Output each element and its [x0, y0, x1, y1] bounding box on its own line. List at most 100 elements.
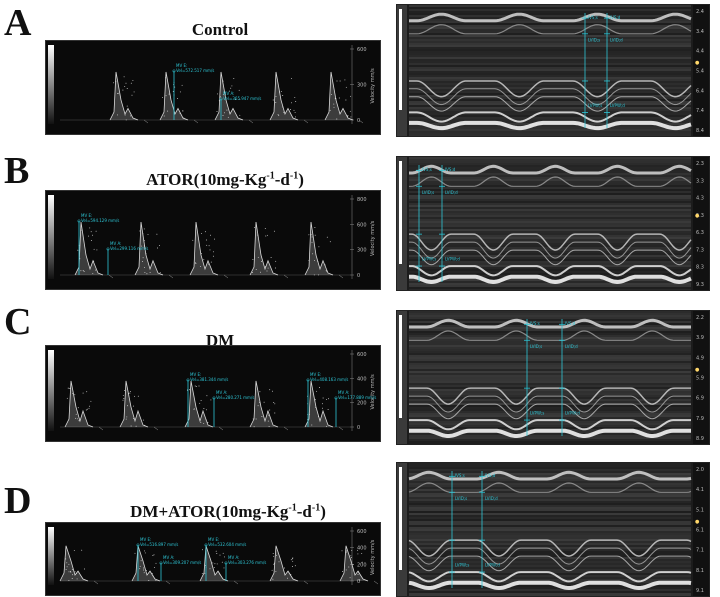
speckle — [166, 95, 167, 96]
lvid-label: LVID;d — [610, 38, 623, 43]
mv-e-value: Vel=594.129 mm/s — [81, 218, 119, 223]
speckle — [177, 98, 178, 99]
speckle — [258, 405, 259, 406]
speckle — [189, 389, 190, 390]
speckle — [239, 115, 240, 116]
speckle — [267, 411, 268, 412]
ivs-label: IVS;s — [588, 15, 598, 20]
speckle — [113, 82, 114, 83]
speckle — [72, 569, 73, 570]
echo-texture — [409, 467, 691, 469]
echo-texture — [409, 537, 691, 539]
echo-texture — [409, 481, 691, 483]
lvid-label: LVID;d — [565, 344, 578, 349]
speckle — [346, 569, 347, 570]
speckle — [315, 407, 316, 408]
echo-texture — [409, 421, 691, 423]
depth-tick-label: 6.9 — [696, 396, 704, 402]
lvpw-label: LVPW;s — [422, 257, 436, 262]
echo-texture — [409, 157, 691, 159]
mmode-echo-b: 2.3 3.3 4.3 5.3 6.3 7.3 8.3 9.3 ● IVS;s LVID;s LVPW… — [396, 156, 710, 291]
speckle — [202, 549, 203, 550]
depth-tick-label: 9.3 — [696, 282, 704, 288]
panel-title-b: ATOR(10mg-Kg-1-d-1) — [110, 170, 340, 190]
echo-texture — [409, 207, 691, 209]
lvid-label: LVID;s — [455, 496, 467, 501]
speckle — [226, 110, 227, 111]
mv-a-value: Vel=299.116 mm/s — [110, 246, 148, 251]
mv-e-value: Vel=532.604 mm/s — [208, 542, 246, 547]
speckle — [273, 564, 274, 565]
echo-texture — [409, 263, 691, 265]
depth-tick-label: 8.4 — [696, 128, 704, 134]
speckle — [156, 563, 157, 564]
speckle — [133, 406, 134, 407]
doppler-wave — [60, 546, 88, 581]
speckle — [115, 81, 116, 82]
speckle — [214, 239, 215, 240]
speckle — [155, 580, 156, 581]
speckle — [220, 96, 221, 97]
echo-texture — [409, 381, 691, 383]
echo-texture — [409, 407, 691, 409]
speckle — [128, 393, 129, 394]
speckle — [144, 572, 145, 573]
echo-texture — [409, 49, 691, 51]
speckle — [317, 261, 318, 262]
speckle — [70, 388, 71, 389]
echo-texture — [409, 35, 691, 37]
speckle — [91, 240, 92, 241]
speckle — [217, 111, 218, 112]
echo-texture — [409, 505, 691, 507]
title-sup: -1 — [266, 170, 274, 181]
speckle — [153, 575, 154, 576]
echo-texture — [409, 109, 691, 111]
depth-tick-label: 7.1 — [696, 548, 704, 554]
echo-texture — [409, 383, 691, 385]
speckle — [86, 391, 87, 392]
depth-tick-label: 3.3 — [696, 178, 704, 184]
speckle — [66, 569, 67, 570]
speckle — [314, 260, 315, 261]
speckle — [253, 418, 254, 419]
echo-texture — [409, 399, 691, 401]
echo-texture — [409, 347, 691, 349]
echo-texture — [409, 363, 691, 365]
speckle — [91, 231, 92, 232]
speckle — [258, 257, 259, 258]
speckle — [358, 572, 359, 573]
speckle — [148, 580, 149, 581]
speckle — [269, 426, 270, 427]
echo-texture — [409, 329, 691, 331]
axis-tick-label: 0 — [357, 273, 360, 279]
depth-tick-label: 7.9 — [696, 416, 704, 422]
speckle — [342, 550, 343, 551]
axis-tick-label: 800 — [357, 197, 367, 203]
speckle — [135, 553, 136, 554]
doppler-wave — [270, 72, 298, 120]
speckle — [211, 262, 212, 263]
ivs-label: IVS;s — [530, 321, 540, 326]
depth-tick-label: 5.9 — [696, 376, 704, 382]
speckle — [256, 419, 257, 420]
speckle — [268, 268, 269, 269]
speckle — [89, 408, 90, 409]
speckle — [276, 96, 277, 97]
focus-marker: ● — [695, 60, 700, 66]
echo-texture — [409, 515, 691, 517]
speckle — [72, 393, 73, 394]
echo-texture — [409, 531, 691, 533]
doppler-trace-a: 600 300 0 Velocity mm/s MV E: Vel=572.517 mm/… — [45, 40, 381, 135]
echo-texture — [409, 415, 691, 417]
speckle — [213, 256, 214, 257]
speckle — [311, 234, 312, 235]
echo-texture — [409, 269, 691, 271]
axis-tick-label: 600 — [357, 222, 367, 228]
speckle — [142, 233, 143, 234]
speckle — [96, 249, 97, 250]
speckle — [254, 227, 255, 228]
speckle — [318, 246, 319, 247]
echo-texture — [409, 43, 691, 45]
speckle — [159, 245, 160, 246]
echo-texture — [409, 377, 691, 379]
